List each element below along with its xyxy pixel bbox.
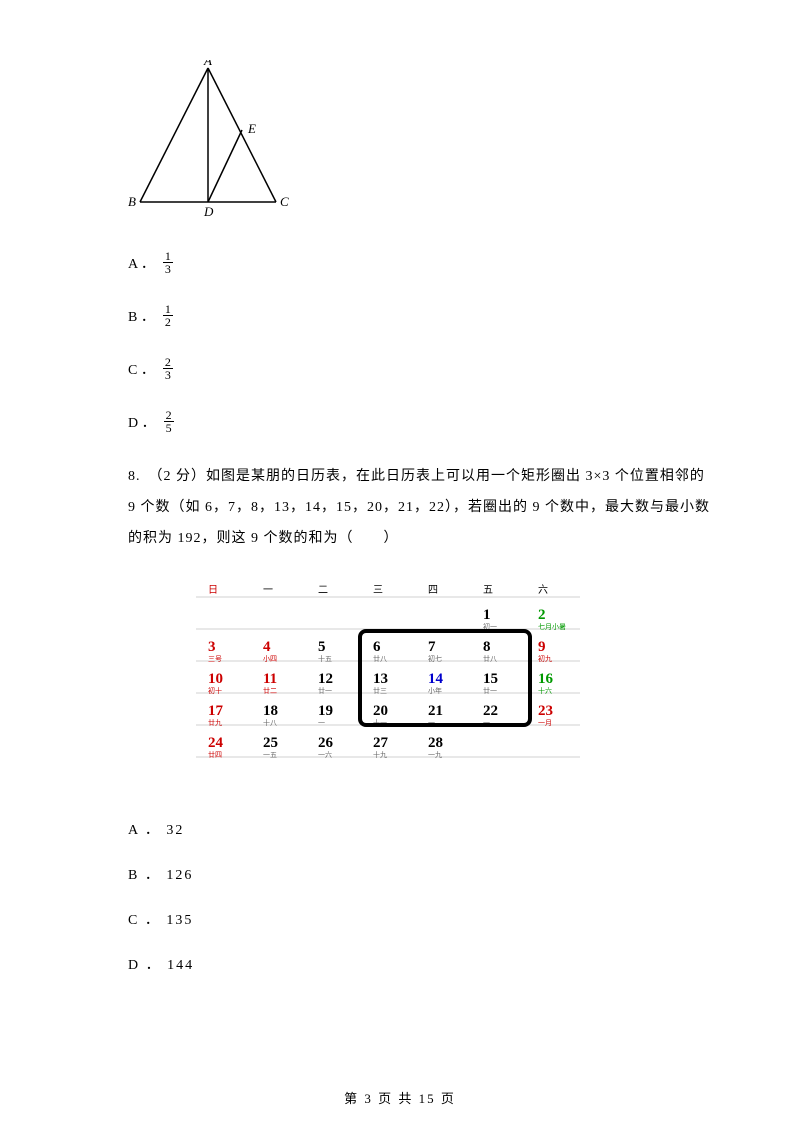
- svg-text:E: E: [247, 121, 256, 136]
- svg-text:7: 7: [428, 639, 436, 655]
- svg-text:6: 6: [373, 639, 381, 655]
- svg-text:25: 25: [263, 735, 278, 751]
- q8-option-b: B ． 126: [128, 864, 710, 884]
- svg-text:D: D: [203, 204, 214, 219]
- q7-option-d: D ． 2 5: [128, 409, 710, 434]
- svg-text:廿八: 廿八: [373, 654, 387, 663]
- fraction: 1 3: [163, 250, 173, 275]
- svg-text:2: 2: [538, 607, 546, 623]
- svg-text:1: 1: [483, 607, 491, 623]
- svg-text:11: 11: [263, 671, 277, 687]
- svg-text:16: 16: [538, 671, 554, 687]
- svg-text:22: 22: [483, 703, 498, 719]
- svg-text:十九: 十九: [373, 750, 387, 759]
- svg-text:一六: 一六: [318, 750, 332, 759]
- fraction: 1 2: [163, 303, 173, 328]
- svg-text:初十: 初十: [208, 686, 222, 695]
- svg-text:27: 27: [373, 735, 389, 751]
- svg-text:六: 六: [538, 584, 548, 596]
- denominator: 5: [164, 422, 174, 434]
- svg-text:19: 19: [318, 703, 333, 719]
- q8-text: 8. （2 分）如图是某朋的日历表，在此日历表上可以用一个矩形圈出 3×3 个位…: [128, 462, 710, 554]
- q7-option-a: A ． 1 3: [128, 250, 710, 275]
- svg-text:初九: 初九: [538, 654, 552, 663]
- page-footer: 第 3 页 共 15 页: [0, 1088, 800, 1107]
- svg-text:五: 五: [483, 585, 493, 596]
- option-letter: B ．: [128, 306, 155, 326]
- svg-text:4: 4: [263, 639, 271, 655]
- denominator: 3: [163, 369, 173, 381]
- q8-option-d: D ． 144: [128, 954, 710, 974]
- svg-text:20: 20: [373, 703, 388, 719]
- svg-text:一五: 一五: [263, 751, 277, 759]
- svg-text:C: C: [280, 194, 289, 209]
- fraction: 2 5: [164, 409, 174, 434]
- svg-text:B: B: [128, 194, 136, 209]
- svg-text:廿二: 廿二: [263, 686, 277, 695]
- svg-text:17: 17: [208, 703, 224, 719]
- q7-option-c: C ． 2 3: [128, 356, 710, 381]
- option-letter: A ．: [128, 253, 155, 273]
- svg-text:廿九: 廿九: [208, 718, 222, 727]
- svg-text:14: 14: [428, 671, 444, 687]
- svg-text:小四: 小四: [263, 654, 277, 663]
- svg-text:3: 3: [208, 639, 216, 655]
- svg-text:18: 18: [263, 703, 278, 719]
- svg-text:9: 9: [538, 639, 546, 655]
- svg-text:小年: 小年: [428, 686, 442, 695]
- q8-calendar: 日一二三四五六1初一2七月小暑3三号4小四5十五6廿八7初七8廿八9初九10初十…: [188, 579, 710, 784]
- svg-text:十六: 十六: [538, 686, 552, 695]
- fraction: 2 3: [163, 356, 173, 381]
- svg-text:10: 10: [208, 671, 223, 687]
- q8-option-a: A ． 32: [128, 819, 710, 839]
- svg-text:二: 二: [318, 585, 328, 596]
- svg-text:三: 三: [373, 585, 383, 596]
- calendar-svg: 日一二三四五六1初一2七月小暑3三号4小四5十五6廿八7初七8廿八9初九10初十…: [188, 579, 588, 779]
- svg-text:初七: 初七: [428, 654, 442, 663]
- svg-text:一月: 一月: [538, 719, 552, 727]
- svg-text:廿一: 廿一: [483, 686, 497, 695]
- svg-text:廿八: 廿八: [483, 654, 497, 663]
- denominator: 2: [163, 316, 173, 328]
- svg-text:26: 26: [318, 735, 334, 751]
- svg-text:廿三: 廿三: [373, 686, 387, 695]
- svg-text:一九: 一九: [428, 750, 442, 759]
- svg-text:24: 24: [208, 735, 224, 751]
- svg-text:三号: 三号: [208, 655, 222, 663]
- svg-text:8: 8: [483, 639, 491, 655]
- svg-text:日: 日: [208, 585, 218, 596]
- triangle-svg: A B C D E: [128, 60, 293, 220]
- svg-text:一: 一: [263, 585, 273, 596]
- svg-text:廿一: 廿一: [318, 686, 332, 695]
- svg-text:十五: 十五: [318, 654, 332, 663]
- q8-option-c: C ． 135: [128, 909, 710, 929]
- svg-text:一: 一: [318, 719, 325, 727]
- svg-text:15: 15: [483, 671, 498, 687]
- svg-text:七月小暑: 七月小暑: [538, 622, 566, 631]
- denominator: 3: [163, 263, 173, 275]
- svg-text:廿四: 廿四: [208, 750, 222, 759]
- svg-text:13: 13: [373, 671, 388, 687]
- option-letter: D ．: [128, 412, 156, 432]
- svg-text:十八: 十八: [263, 718, 277, 727]
- svg-text:5: 5: [318, 639, 326, 655]
- svg-text:28: 28: [428, 735, 443, 751]
- q7-figure: A B C D E: [128, 60, 710, 225]
- q7-option-b: B ． 1 2: [128, 303, 710, 328]
- option-letter: C ．: [128, 359, 155, 379]
- svg-text:12: 12: [318, 671, 333, 687]
- svg-text:四: 四: [428, 585, 438, 596]
- svg-text:A: A: [203, 60, 212, 68]
- svg-text:23: 23: [538, 703, 553, 719]
- svg-text:21: 21: [428, 703, 443, 719]
